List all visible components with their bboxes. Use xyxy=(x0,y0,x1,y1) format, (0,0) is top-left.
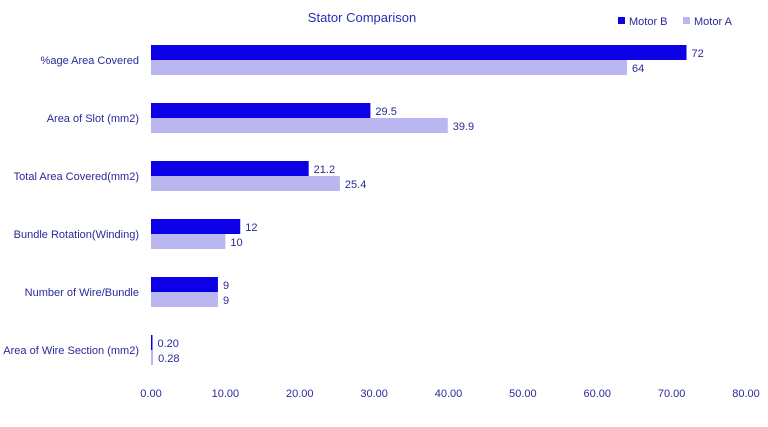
data-label: 10 xyxy=(230,237,242,249)
data-label: 29.5 xyxy=(375,106,396,118)
bar-motor-b xyxy=(151,219,241,234)
legend-label-motor-a: Motor A xyxy=(694,16,733,28)
data-label: 21.2 xyxy=(314,164,335,176)
data-label: 72 xyxy=(692,48,704,60)
x-tick-label: 30.00 xyxy=(360,388,388,400)
category-label: Area of Slot (mm2) xyxy=(47,113,139,125)
data-label: 64 xyxy=(632,63,644,75)
category-label: Total Area Covered(mm2) xyxy=(14,171,139,183)
bar-motor-b xyxy=(151,103,371,118)
bar-motor-a xyxy=(151,118,448,133)
data-label: 12 xyxy=(245,222,257,234)
x-tick-label: 50.00 xyxy=(509,388,537,400)
x-tick-label: 10.00 xyxy=(212,388,240,400)
x-tick-label: 60.00 xyxy=(583,388,611,400)
bar-motor-a xyxy=(151,234,226,249)
legend-swatch-motor-a xyxy=(683,17,690,24)
bar-motor-b xyxy=(151,45,687,60)
bar-motor-a xyxy=(151,176,340,191)
bar-motor-a xyxy=(151,350,154,365)
category-label: %age Area Covered xyxy=(41,55,139,67)
x-tick-label: 80.00 xyxy=(732,388,760,400)
category-label: Number of Wire/Bundle xyxy=(25,287,139,299)
bar-motor-a xyxy=(151,292,218,307)
data-label: 9 xyxy=(223,280,229,292)
x-axis-ticks: 0.00 10.00 20.00 30.00 40.00 50.00 60.00 70.00 8… xyxy=(140,388,759,400)
data-label: 0.20 xyxy=(158,338,179,350)
x-tick-label: 20.00 xyxy=(286,388,314,400)
bars xyxy=(151,45,687,365)
bar-motor-b xyxy=(151,335,153,350)
legend-swatch-motor-b xyxy=(618,17,625,24)
category-labels: %age Area Covered Area of Slot (mm2) Total… xyxy=(3,55,139,357)
bar-motor-a xyxy=(151,60,627,75)
bar-motor-b xyxy=(151,277,218,292)
legend: Motor B Motor A xyxy=(618,16,733,28)
category-label: Bundle Rotation(Winding) xyxy=(14,229,139,241)
data-label: 0.28 xyxy=(158,353,179,365)
x-tick-label: 70.00 xyxy=(658,388,686,400)
legend-label-motor-b: Motor B xyxy=(629,16,668,28)
data-label: 25.4 xyxy=(345,179,366,191)
data-label: 9 xyxy=(223,295,229,307)
x-tick-label: 40.00 xyxy=(435,388,463,400)
category-label: Area of Wire Section (mm2) xyxy=(3,345,139,357)
data-label: 39.9 xyxy=(453,121,474,133)
bar-motor-b xyxy=(151,161,309,176)
chart-title: Stator Comparison xyxy=(308,10,416,25)
x-tick-label: 0.00 xyxy=(140,388,161,400)
